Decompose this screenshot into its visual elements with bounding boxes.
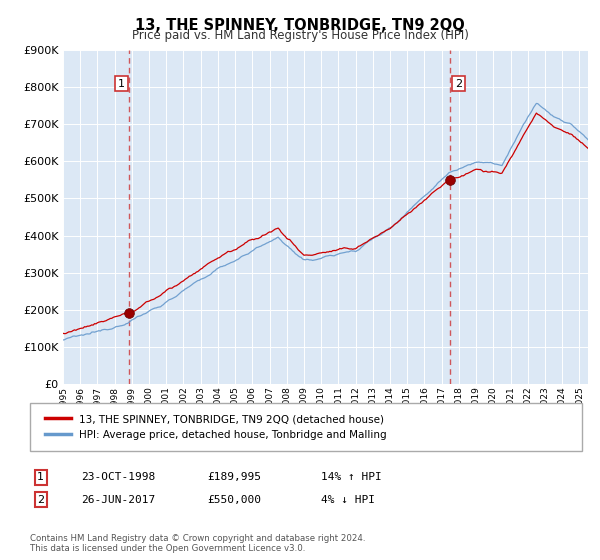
Text: 14% ↑ HPI: 14% ↑ HPI (321, 472, 382, 482)
Legend: 13, THE SPINNEY, TONBRIDGE, TN9 2QQ (detached house), HPI: Average price, detach: 13, THE SPINNEY, TONBRIDGE, TN9 2QQ (det… (41, 410, 391, 444)
Text: Price paid vs. HM Land Registry's House Price Index (HPI): Price paid vs. HM Land Registry's House … (131, 29, 469, 42)
Text: 13, THE SPINNEY, TONBRIDGE, TN9 2QQ: 13, THE SPINNEY, TONBRIDGE, TN9 2QQ (135, 18, 465, 33)
Text: 23-OCT-1998: 23-OCT-1998 (81, 472, 155, 482)
Text: 4% ↓ HPI: 4% ↓ HPI (321, 494, 375, 505)
Text: £550,000: £550,000 (207, 494, 261, 505)
Text: 1: 1 (37, 472, 44, 482)
Text: £189,995: £189,995 (207, 472, 261, 482)
Text: 2: 2 (455, 79, 462, 88)
Text: 2: 2 (37, 494, 44, 505)
Text: 1: 1 (118, 79, 125, 88)
Text: 26-JUN-2017: 26-JUN-2017 (81, 494, 155, 505)
Text: Contains HM Land Registry data © Crown copyright and database right 2024.
This d: Contains HM Land Registry data © Crown c… (30, 534, 365, 553)
